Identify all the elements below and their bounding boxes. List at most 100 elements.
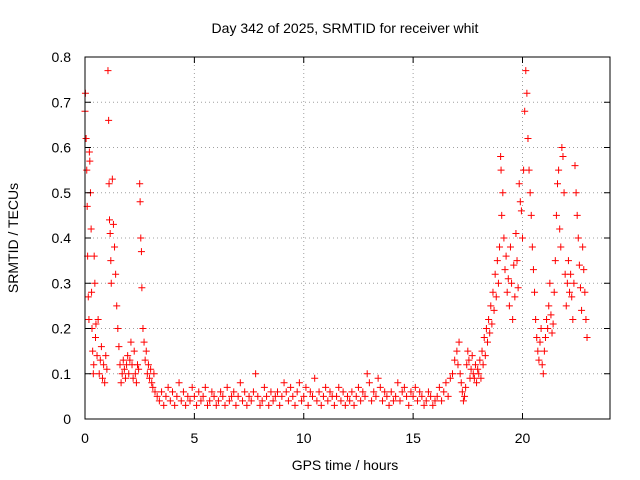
y-tick-label: 0.3 [52,275,72,291]
data-point [411,383,419,391]
data-point [363,370,371,378]
data-point [105,180,113,188]
data-point [117,379,125,387]
data-point [179,388,187,396]
data-point [575,261,583,269]
data-point [269,397,277,405]
data-point [453,347,461,355]
data-point [127,338,135,346]
data-point [440,388,448,396]
data-point [471,361,479,369]
data-point [563,279,571,287]
data-point [581,288,589,296]
y-tick-label: 0.8 [52,49,72,65]
data-point [398,388,406,396]
data-point [293,388,301,396]
data-point [158,388,166,396]
y-tick-label: 0.6 [52,140,72,156]
data-point [455,338,463,346]
data-point [562,302,570,310]
data-point [564,257,572,265]
data-point [545,302,553,310]
data-point [135,365,143,373]
data-point [383,392,391,400]
data-point [497,153,505,161]
data-point [212,401,220,409]
data-point [490,306,498,314]
data-point [109,220,117,228]
data-point [491,270,499,278]
data-point [535,356,543,364]
data-point [486,329,494,337]
data-point [254,392,262,400]
data-point [368,397,376,405]
data-point [381,388,389,396]
data-point [228,392,236,400]
data-point [547,311,555,319]
data-point [427,392,435,400]
data-point [515,180,523,188]
data-point [265,401,273,409]
data-point [464,347,472,355]
data-point [557,243,565,251]
data-point [115,343,123,351]
data-point [330,401,338,409]
data-point [241,388,249,396]
data-point [474,365,482,373]
data-point [100,361,108,369]
x-tick-label: 5 [190,430,198,446]
data-point [505,302,513,310]
data-point [121,374,129,382]
data-point [90,252,98,260]
data-point [446,374,454,382]
data-point [526,189,534,197]
data-point [414,397,421,405]
y-tick-label: 0.1 [52,366,72,382]
data-point [201,383,209,391]
data-point [470,374,478,382]
data-point [350,401,358,409]
data-point [119,356,127,364]
data-point [514,284,522,292]
data-point [568,293,576,301]
data-point [567,270,575,278]
x-tick-label: 20 [515,430,531,446]
data-point [385,401,393,409]
data-point [108,175,116,183]
data-point [326,388,334,396]
y-axis-label: SRMTID / TECUs [5,183,21,293]
data-point [463,361,471,369]
data-point [435,383,443,391]
data-point [84,293,92,301]
data-point [126,356,134,364]
data-point [549,320,557,328]
data-point [540,347,548,355]
data-point [132,379,140,387]
data-point [529,266,537,274]
data-point [199,392,207,400]
data-point [315,388,323,396]
data-point [137,248,145,256]
data-point [106,216,113,224]
data-point [141,356,149,364]
data-point [107,257,115,265]
data-point [291,401,299,409]
data-point [289,392,297,400]
data-point [92,334,99,342]
data-point [528,243,536,251]
data-point [570,279,578,287]
data-point [420,401,428,409]
data-point [284,397,292,405]
data-point [516,198,524,206]
data-point [458,388,466,396]
data-point [153,392,161,400]
data-point [387,388,395,396]
data-point [576,284,584,292]
data-point [433,392,441,400]
data-point [324,397,332,405]
data-point [509,315,517,323]
data-point [396,397,404,405]
data-point [422,397,430,405]
data-point [113,302,121,310]
data-point [166,397,174,405]
